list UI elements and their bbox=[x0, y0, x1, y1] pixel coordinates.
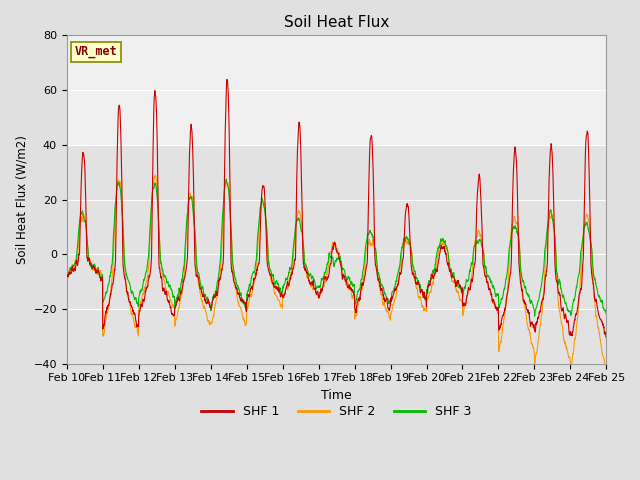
Bar bbox=[67, 145, 606, 364]
SHF 3 bbox=[353, 297, 360, 302]
SHF 2 bbox=[555, 305, 563, 311]
SHF 3 bbox=[222, 176, 230, 182]
Text: VR_met: VR_met bbox=[75, 45, 118, 59]
SHF 2 bbox=[63, 272, 70, 278]
SHF 1 bbox=[493, 306, 501, 312]
SHF 2 bbox=[364, 242, 372, 248]
SHF 1 bbox=[555, 291, 563, 297]
Line: SHF 3: SHF 3 bbox=[67, 179, 606, 316]
Bar bbox=[67, 36, 606, 145]
Legend: SHF 1, SHF 2, SHF 3: SHF 1, SHF 2, SHF 3 bbox=[196, 400, 477, 423]
Line: SHF 2: SHF 2 bbox=[67, 175, 606, 368]
SHF 3 bbox=[63, 274, 70, 279]
SHF 2 bbox=[570, 346, 578, 351]
SHF 3 bbox=[364, 230, 372, 236]
SHF 1 bbox=[223, 76, 231, 82]
Line: SHF 1: SHF 1 bbox=[67, 79, 606, 337]
SHF 1 bbox=[63, 272, 70, 278]
SHF 3 bbox=[556, 279, 563, 285]
Title: Soil Heat Flux: Soil Heat Flux bbox=[284, 15, 389, 30]
SHF 1 bbox=[213, 291, 221, 297]
SHF 3 bbox=[493, 292, 501, 298]
SHF 3 bbox=[602, 311, 610, 317]
Y-axis label: Soil Heat Flux (W/m2): Soil Heat Flux (W/m2) bbox=[15, 135, 28, 264]
SHF 3 bbox=[531, 313, 538, 319]
SHF 2 bbox=[214, 291, 221, 297]
SHF 2 bbox=[493, 308, 501, 314]
SHF 1 bbox=[602, 335, 610, 340]
SHF 2 bbox=[152, 172, 159, 178]
SHF 2 bbox=[602, 365, 610, 371]
SHF 1 bbox=[353, 307, 360, 312]
SHF 2 bbox=[353, 312, 360, 318]
SHF 3 bbox=[213, 279, 221, 285]
X-axis label: Time: Time bbox=[321, 389, 352, 402]
SHF 1 bbox=[570, 321, 578, 327]
SHF 3 bbox=[570, 296, 578, 302]
SHF 1 bbox=[364, 228, 372, 233]
